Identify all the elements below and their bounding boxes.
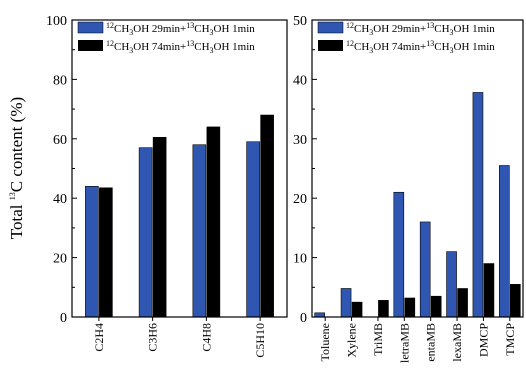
chart-right: Toluene Xylene TriMB letraMB entaMB lexaMB DMC… (293, 14, 524, 363)
bar-right-dmcp-series-1 (472, 92, 484, 318)
y-tick-label-right: 40 (293, 73, 307, 88)
x-tick-label-right: entaMB (424, 323, 438, 362)
bar-right-xylene-series-1 (340, 288, 352, 318)
x-tick-label-right: Xylene (345, 323, 359, 358)
bar-left-c4h8-series-1 (192, 144, 207, 318)
bar-right-tetramb-series-1 (393, 191, 405, 318)
legend-swatch-series-1 (317, 21, 344, 34)
y-tick-label-right: 0 (300, 311, 307, 326)
x-tick-label-right: DMCP (476, 323, 490, 357)
y-tick-label-left: 80 (53, 73, 67, 88)
x-tick-label-right: TMCP (503, 323, 517, 356)
x-tick-label-right: lexaMB (450, 323, 464, 362)
chart-left: C2H4 C3H6 C4H8 C5H10 0 20 40 60 80 100 (46, 14, 288, 358)
y-tick-label-left: 20 (53, 252, 67, 267)
bar-right-dmcp-series-2 (483, 263, 495, 318)
x-tick-label-left: C5H10 (253, 323, 267, 358)
x-tick-label-left: C2H4 (92, 323, 106, 352)
y-tick-label-left: 100 (46, 14, 67, 29)
bar-right-tmcp-series-2 (510, 284, 521, 318)
y-tick-label-left: 60 (53, 133, 67, 148)
x-tick-label-left: C4H8 (199, 323, 213, 352)
bar-right-tetramb-series-2 (404, 297, 416, 318)
bar-left-c5h10-series-1 (246, 141, 260, 318)
bar-left-c4h8-series-2 (206, 126, 221, 318)
bar-right-xylene-series-2 (351, 301, 363, 318)
y-tick-label-right: 10 (293, 252, 307, 267)
bar-right-toluene-series-1 (314, 312, 325, 318)
x-tick-label-right: TriMB (371, 323, 385, 356)
legend-label-series-1: 12CH3OH 29min+13CH3OH 1min (106, 21, 255, 37)
bar-right-hexamb-series-2 (457, 288, 468, 318)
bar-left-c5h10-series-2 (260, 114, 274, 318)
bar-left-c3h6-series-1 (138, 147, 153, 318)
y-tick-label-right: 30 (293, 133, 307, 148)
y-tick-label-right: 20 (293, 192, 307, 207)
legend-left: 12CH3OH 29min+13CH3OH 1min 12CH3OH 74min… (77, 21, 255, 55)
x-tick-label-right: Toluene (318, 323, 332, 361)
y-tick-label-right: 50 (293, 14, 307, 29)
legend-right: 12CH3OH 29min+13CH3OH 1min 12CH3OH 74min… (317, 21, 495, 55)
bar-right-hexamb-series-1 (446, 251, 457, 318)
legend-swatch-series-2 (318, 40, 343, 51)
bar-left-c3h6-series-2 (152, 137, 167, 318)
bar-right-pentamb-series-2 (430, 295, 442, 318)
bar-left-c2h4-series-1 (85, 186, 99, 318)
legend-label-series-1: 12CH3OH 29min+13CH3OH 1min (346, 21, 495, 37)
bar-right-tmcp-series-1 (499, 165, 510, 318)
legend-label-series-2: 12CH3OH 74min+13CH3OH 1min (106, 39, 255, 55)
bar-right-pentamb-series-1 (419, 221, 431, 318)
bar-left-c2h4-series-2 (99, 187, 113, 318)
y-axis-title: Total 13C content (%) (7, 97, 26, 239)
x-tick-label-left: C3H6 (146, 323, 160, 352)
bar-right-trimb-series-2 (378, 300, 389, 318)
legend-swatch-series-1 (77, 21, 104, 34)
legend-swatch-series-2 (78, 40, 103, 51)
y-tick-label-left: 40 (53, 192, 67, 207)
y-tick-label-left: 0 (60, 311, 67, 326)
x-tick-label-right: letraMB (397, 323, 411, 363)
legend-label-series-2: 12CH3OH 74min+13CH3OH 1min (346, 39, 495, 55)
